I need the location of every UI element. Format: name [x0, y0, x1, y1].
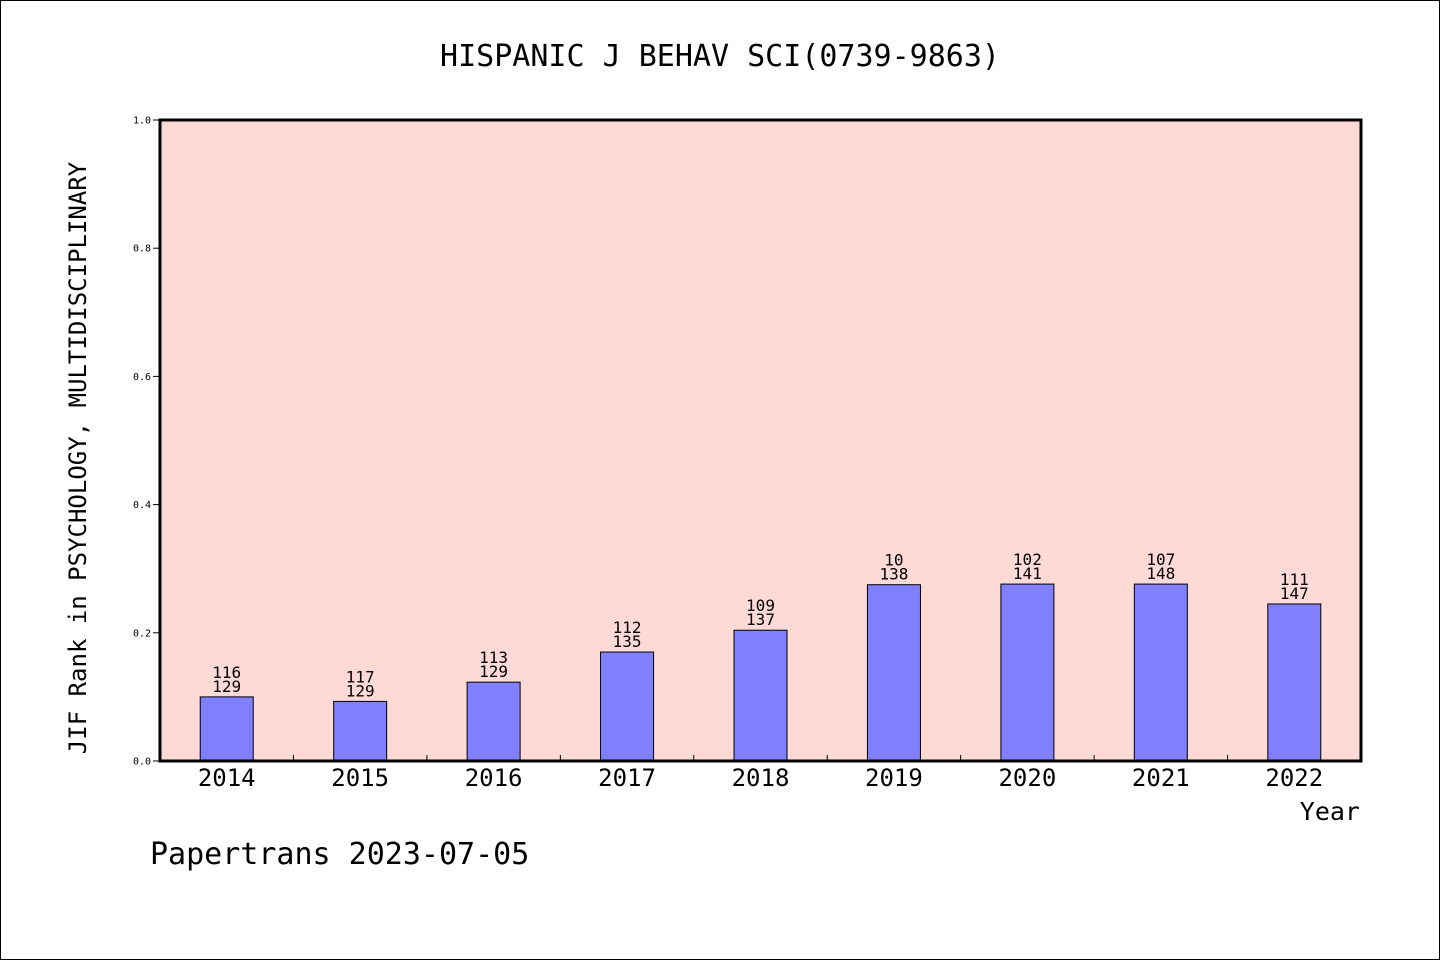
- data-label-bottom: 129: [479, 662, 508, 681]
- bar-2014: [199, 696, 254, 762]
- x-axis: 2014 2015 2016 2017 2018 2019 2020 2021 2022: [198, 755, 1323, 792]
- data-label-bottom: 148: [1146, 564, 1175, 583]
- data-label-bottom: 135: [613, 632, 642, 651]
- bars-group: [199, 583, 1322, 762]
- y-tick-label: 0.6: [133, 372, 151, 383]
- data-label-top: 117: [346, 667, 375, 686]
- y-tick-label: 0.2: [133, 628, 151, 639]
- plot-border: [158, 118, 1363, 763]
- y-tick-label: 1.0: [133, 116, 151, 127]
- x-tick-label: 2017: [598, 764, 656, 792]
- data-label-bottom: 147: [1280, 584, 1309, 603]
- data-label-top: 112: [613, 618, 642, 637]
- data-label-top: 113: [479, 648, 508, 667]
- chart-title: HISPANIC J BEHAV SCI(0739-9863): [440, 39, 1000, 74]
- y-tick-label: 0.4: [133, 500, 151, 511]
- x-tick-label: 2021: [1132, 764, 1190, 792]
- data-label-top: 109: [746, 596, 775, 615]
- data-labels-group: 1161291171291131291121351091371013810214…: [212, 550, 1308, 700]
- y-tick-label: 0.0: [133, 757, 151, 768]
- y-axis-label: JIF Rank in PSYCHOLOGY, MULTIDISCIPLINAR…: [64, 161, 92, 754]
- x-tick-label: 2014: [198, 764, 256, 792]
- data-label-top: 111: [1280, 570, 1309, 589]
- x-axis-label: Year: [1300, 797, 1360, 826]
- bar-2017: [600, 651, 655, 762]
- footer-text: Papertrans 2023-07-05: [150, 837, 529, 872]
- data-label-top: 116: [212, 663, 241, 682]
- bar-2016: [466, 681, 521, 762]
- x-tick-label: 2015: [331, 764, 389, 792]
- bar-2022: [1267, 603, 1322, 762]
- data-label-bottom: 141: [1013, 564, 1042, 583]
- data-label-bottom: 137: [746, 610, 775, 629]
- bar-2018: [733, 629, 788, 762]
- data-label-bottom: 129: [346, 681, 375, 700]
- bar-2020: [1000, 583, 1055, 762]
- bar-2019: [866, 584, 921, 762]
- data-label-top: 10: [884, 551, 903, 570]
- data-label-bottom: 129: [212, 677, 241, 696]
- bar-2015: [333, 700, 388, 762]
- data-label-top: 102: [1013, 550, 1042, 569]
- bar-2021: [1133, 583, 1188, 762]
- x-tick-label: 2019: [865, 764, 923, 792]
- x-tick-label: 2016: [465, 764, 523, 792]
- data-label-top: 107: [1146, 550, 1175, 569]
- data-label-bottom: 138: [879, 565, 908, 584]
- x-tick-label: 2020: [998, 764, 1056, 792]
- x-tick-label: 2022: [1265, 764, 1323, 792]
- x-tick-label: 2018: [732, 764, 790, 792]
- y-tick-label: 0.8: [133, 244, 151, 255]
- y-axis: 0.0 0.2 0.4 0.6 0.8 1.0: [133, 116, 160, 768]
